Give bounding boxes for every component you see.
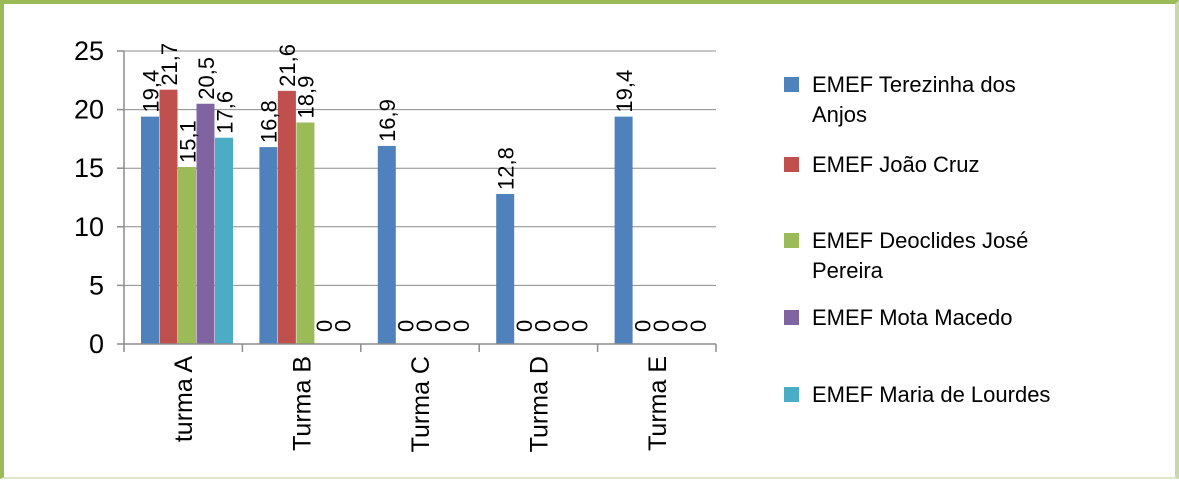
data-label: 0 [649, 320, 674, 332]
legend-swatch [784, 310, 799, 325]
bar [277, 90, 296, 345]
data-label: 0 [431, 320, 456, 332]
legend-swatch [784, 77, 799, 92]
bar [196, 103, 215, 345]
data-label: 16,9 [375, 99, 400, 142]
bar [178, 167, 196, 344]
data-label: 19,4 [138, 70, 163, 113]
bar [259, 147, 278, 344]
y-tick-label: 25 [74, 36, 104, 66]
bar [296, 122, 315, 344]
data-label: 0 [449, 320, 474, 332]
data-label: 0 [512, 320, 537, 332]
data-label: 0 [394, 320, 419, 332]
x-category-label: Turma B [289, 356, 317, 451]
y-tick-label: 5 [89, 270, 104, 300]
bar [159, 89, 178, 345]
data-label: 16,8 [257, 100, 282, 143]
y-tick-label: 20 [74, 95, 104, 125]
legend-label: EMEF Terezinha dos Anjos [812, 72, 1016, 127]
axes: 0 5 10 15 20 25 turma A Turma B Turma C Turma D Tu… [74, 36, 717, 452]
data-label: 15,1 [175, 120, 200, 163]
x-category-label: Turma C [407, 356, 435, 452]
data-label: 18,9 [294, 76, 319, 119]
bars [141, 89, 633, 345]
x-category-label: Turma E [644, 356, 672, 451]
y-tick-label: 15 [74, 153, 104, 183]
legend-swatch [784, 387, 799, 402]
legend-swatch [784, 233, 799, 248]
data-label: 12,8 [493, 147, 518, 190]
legend: EMEF Terezinha dos Anjos EMEF João Cruz EME… [784, 72, 1050, 407]
data-label: 19,4 [612, 70, 637, 113]
bar-chart: 0 5 10 15 20 25 turma A Turma B Turma C Turma D Tu… [74, 36, 1050, 452]
legend-label: EMEF Mota Macedo [812, 305, 1013, 330]
y-tick-label: 10 [74, 212, 104, 242]
legend-label: EMEF Maria de Lourdes [812, 382, 1050, 407]
y-tick-label: 0 [89, 329, 104, 359]
bar [614, 116, 633, 344]
bar [377, 145, 396, 344]
data-label: 0 [567, 320, 592, 332]
bar [215, 137, 233, 344]
data-label: 17,6 [212, 91, 237, 134]
data-label: 0 [412, 320, 437, 332]
bar [141, 116, 159, 344]
data-label: 0 [667, 320, 692, 332]
data-label: 0 [686, 320, 711, 332]
data-label: 0 [530, 320, 555, 332]
data-labels: 19,421,715,120,517,6 16,821,618,90016,900… [138, 43, 711, 332]
legend-label: EMEF Deoclides José Pereira [812, 228, 1028, 283]
data-label: 21,7 [157, 43, 182, 86]
data-label: 0 [549, 320, 574, 332]
legend-label: EMEF João Cruz [812, 152, 980, 177]
x-category-label: turma A [170, 356, 198, 442]
data-label: 20,5 [194, 57, 219, 100]
data-label: 0 [312, 320, 337, 332]
bar [496, 193, 515, 344]
data-label: 0 [331, 320, 356, 332]
legend-swatch [784, 157, 799, 172]
data-label: 21,6 [275, 44, 300, 87]
x-category-label: Turma D [525, 356, 553, 452]
data-label: 0 [630, 320, 655, 332]
